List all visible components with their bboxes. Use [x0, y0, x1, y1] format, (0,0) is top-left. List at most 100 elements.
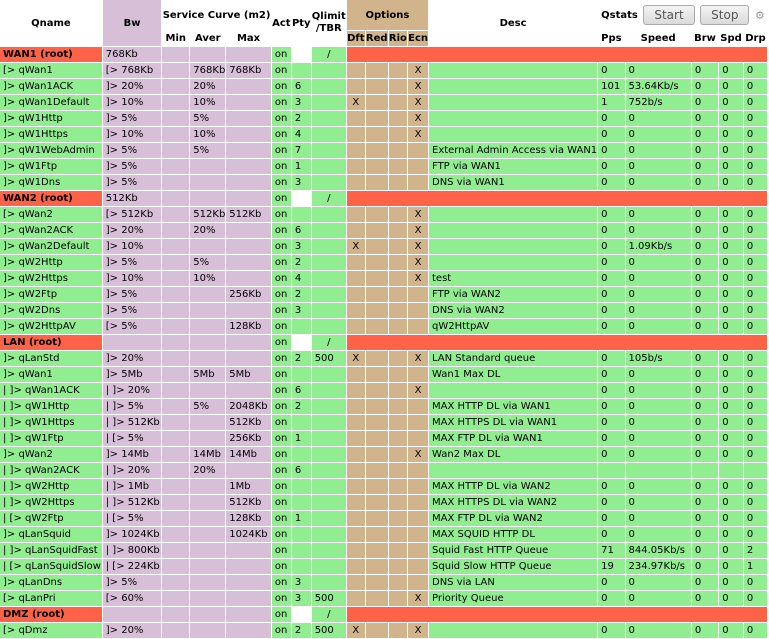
- queue-row[interactable]: ]> qWan1]> 5Mb 5Mb 5Mb on Wan1 Max DL 0 0 0 0 0: [0, 367, 767, 382]
- queue-name[interactable]: DMZ (root): [0, 607, 102, 622]
- queue-name[interactable]: ]> qWan2: [0, 447, 102, 462]
- queue-row[interactable]: ]> qWan2ACK]> 20% 20% on 6 X 0 0 0 0 0: [0, 223, 767, 238]
- option-ecn: X: [408, 351, 428, 366]
- queue-name[interactable]: | [> qLanSquidSlow: [0, 559, 102, 574]
- queue-row[interactable]: ]> qW1Http]> 5% 5% on 2 X 0 0 0 0 0: [0, 111, 767, 126]
- queue-row[interactable]: ]> qLanStd]> 20% on 2 500 X X LAN Standard que…: [0, 351, 767, 366]
- queue-row[interactable]: | ]> qW2Https | ]> 512Kb 512Kb on MAX HTTPS …: [0, 495, 767, 510]
- queue-row[interactable]: | ]> qWan1ACK | ]> 20% on 6 X 0 0 0 0 0: [0, 383, 767, 398]
- root-row[interactable]: WAN1 (root) 768Kb on /: [0, 47, 767, 62]
- queue-row[interactable]: ]> qW2Dns]> 5% on 3 DNS via WAN2 0 0 0 0 0: [0, 303, 767, 318]
- queue-name[interactable]: ]> qW2HttpAV: [0, 319, 102, 334]
- stat-pps: 0: [598, 63, 625, 78]
- queue-name[interactable]: WAN2 (root): [0, 191, 102, 206]
- queue-name[interactable]: [> qWan1: [0, 63, 102, 78]
- queue-row[interactable]: ]> qWan2]> 14Mb 14Mb 14Mb on X Wan2 Max DL 0 0 0…: [0, 447, 767, 462]
- queue-row[interactable]: ]> qWan1Default]> 10% 10% on 3 X X 1 752b/s 0 0 0: [0, 95, 767, 110]
- queue-row[interactable]: | ]> qW1Https | ]> 512Kb 512Kb on MAX HTTPS …: [0, 415, 767, 430]
- queue-row[interactable]: | [> qLanSquidSlow | [> 224Kb on Squid Slow…: [0, 559, 767, 574]
- queue-row[interactable]: [> qLanPri [> 60% on 3 500 X Priority Queue 0 0 0…: [0, 591, 767, 606]
- queue-name[interactable]: ]> qW2Https: [0, 271, 102, 286]
- queue-name[interactable]: | ]> qW2Https: [0, 495, 102, 510]
- option-red: [365, 543, 388, 558]
- stat-drp: 1: [743, 559, 767, 574]
- queue-row[interactable]: ]> qW1WebAdmin]> 5% 5% on 7 External Admin A…: [0, 143, 767, 158]
- queue-row[interactable]: [> qWan1 [> 768Kb 768Kb 768Kb on X 0 0 0 0 0: [0, 63, 767, 78]
- queue-name[interactable]: ]> qW2Ftp: [0, 287, 102, 302]
- queue-row[interactable]: ]> qW1Https]> 10% 10% on 4 X 0 0 0 0 0: [0, 127, 767, 142]
- start-button[interactable]: Start: [643, 5, 695, 25]
- queue-min: [162, 415, 190, 430]
- queue-name[interactable]: | ]> qLanSquidFast: [0, 543, 102, 558]
- queue-aver: 20%: [190, 223, 226, 238]
- col-desc: Desc: [429, 0, 598, 46]
- option-dft: [346, 79, 365, 94]
- queue-pty: 3: [291, 95, 311, 110]
- stat-spd: 0: [719, 399, 743, 414]
- queue-row[interactable]: ]> qW1Dns]> 5% on 3 DNS via WAN1 0 0 0 0 0: [0, 175, 767, 190]
- queue-name[interactable]: | ]> qW1Https: [0, 415, 102, 430]
- queue-name[interactable]: ]> qWan1: [0, 367, 102, 382]
- queue-name[interactable]: | ]> qWan1ACK: [0, 383, 102, 398]
- queue-row[interactable]: ]> qLanSquid]> 1024Kb 1024Kb on MAX SQUID H…: [0, 527, 767, 542]
- queue-name[interactable]: ]> qLanDns: [0, 575, 102, 590]
- queue-row[interactable]: ]> qWan2Default]> 10% on 3 X X 0 1.09Kb/s 0 0 0: [0, 239, 767, 254]
- queue-name[interactable]: | ]> qW1Http: [0, 399, 102, 414]
- queue-qlimit: [311, 559, 346, 574]
- queue-row[interactable]: ]> qW2Http]> 5% 5% on 2 X 0 0 0 0 0: [0, 255, 767, 270]
- root-row[interactable]: LAN (root) on /: [0, 335, 767, 350]
- queue-row[interactable]: | ]> qW2Http | ]> 1Mb 1Mb on MAX HTTP DL via…: [0, 479, 767, 494]
- stat-pps: 0: [598, 447, 625, 462]
- stat-drp: 0: [743, 527, 767, 542]
- queue-desc: DNS via WAN1: [429, 175, 598, 190]
- queue-name[interactable]: | [> qW2Ftp: [0, 511, 102, 526]
- option-ecn: X: [408, 239, 428, 254]
- queue-name[interactable]: ]> qW1WebAdmin: [0, 143, 102, 158]
- queue-row[interactable]: ]> qW1Ftp]> 5% on 1 FTP via WAN1 0 0 0 0 0: [0, 159, 767, 174]
- queue-name[interactable]: [> qWan2: [0, 207, 102, 222]
- queue-name[interactable]: [> qLanPri: [0, 591, 102, 606]
- queue-row[interactable]: ]> qW2HttpAV [> 5% 128Kb on qW2HttpAV 0 0 0 0 0: [0, 319, 767, 334]
- queue-act: on: [271, 463, 291, 478]
- option-red: [365, 255, 388, 270]
- root-row[interactable]: WAN2 (root) 512Kb on /: [0, 191, 767, 206]
- queue-row[interactable]: | ]> qW1Ftp | [> 5% 256Kb on 1 MAX FTP DL via…: [0, 431, 767, 446]
- queue-name[interactable]: ]> qW2Dns: [0, 303, 102, 318]
- queue-row[interactable]: | ]> qLanSquidFast | ]> 800Kb on Squid Fast…: [0, 543, 767, 558]
- option-rio: [388, 143, 408, 158]
- queue-name[interactable]: ]> qWan2ACK: [0, 223, 102, 238]
- queue-row[interactable]: | [> qW2Ftp | [> 5% 128Kb on 1 MAX FTP DL via…: [0, 511, 767, 526]
- queue-name[interactable]: ]> qW1Ftp: [0, 159, 102, 174]
- queue-name[interactable]: ]> qW1Dns: [0, 175, 102, 190]
- queue-name[interactable]: ]> qW1Http: [0, 111, 102, 126]
- queue-name[interactable]: ]> qWan1Default: [0, 95, 102, 110]
- queue-max: [226, 255, 271, 270]
- queue-row[interactable]: ]> qW2Ftp]> 5% 256Kb on 2 FTP via WAN2 0 0 0 0 0: [0, 287, 767, 302]
- queue-name[interactable]: ]> qW1Https: [0, 127, 102, 142]
- queue-name[interactable]: | ]> qW2Http: [0, 479, 102, 494]
- queue-name[interactable]: ]> qLanStd: [0, 351, 102, 366]
- root-row[interactable]: DMZ (root) on /: [0, 607, 767, 622]
- queue-row[interactable]: ]> qLanDns]> 5% on 3 DNS via LAN 0 0 0 0 0: [0, 575, 767, 590]
- queue-name[interactable]: LAN (root): [0, 335, 102, 350]
- queue-row[interactable]: | ]> qWan2ACK | ]> 20% 20% on 6: [0, 463, 767, 478]
- stat-drp: 0: [743, 447, 767, 462]
- queue-desc: [429, 463, 598, 478]
- queue-name[interactable]: ]> qW2Http: [0, 255, 102, 270]
- option-red: [365, 159, 388, 174]
- queue-name[interactable]: ]> qWan2Default: [0, 239, 102, 254]
- queue-row[interactable]: [> qWan2 [> 512Kb 512Kb 512Kb on X 0 0 0 0 0: [0, 207, 767, 222]
- stop-button[interactable]: Stop: [700, 5, 750, 25]
- queue-row[interactable]: | ]> qW1Http | ]> 5% 5% 2048Kb on 2 MAX HTTP D…: [0, 399, 767, 414]
- gear-icon[interactable]: ⚙: [755, 8, 765, 22]
- queue-row[interactable]: ]> qWan1ACK]> 20% 20% on 6 X 101 53.64Kb/s 0 0 0: [0, 79, 767, 94]
- queue-name[interactable]: | ]> qWan2ACK: [0, 463, 102, 478]
- queue-name[interactable]: | ]> qW1Ftp: [0, 431, 102, 446]
- queue-name[interactable]: ]> qWan1ACK: [0, 79, 102, 94]
- queue-desc: Squid Slow HTTP Queue: [429, 559, 598, 574]
- queue-name[interactable]: WAN1 (root): [0, 47, 102, 62]
- stat-brw: 0: [691, 79, 719, 94]
- queue-name[interactable]: ]> qLanSquid: [0, 527, 102, 542]
- option-red: [365, 591, 388, 606]
